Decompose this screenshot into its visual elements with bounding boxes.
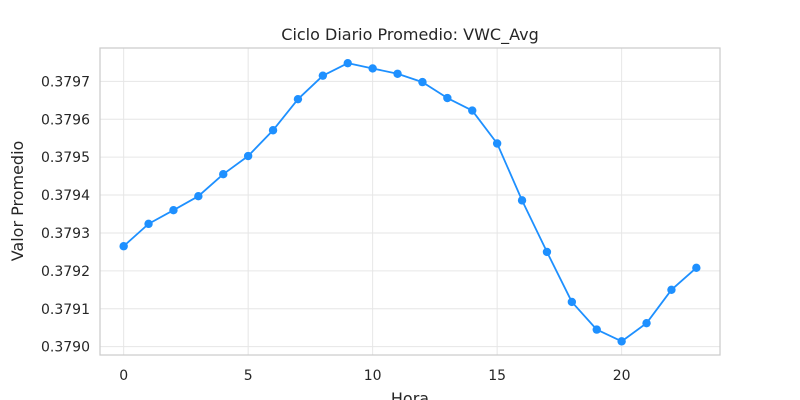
x-tick-label: 5: [244, 368, 253, 384]
data-point: [368, 64, 377, 73]
data-point: [343, 58, 352, 68]
data-point: [542, 247, 552, 257]
series: [119, 58, 701, 346]
x-tick-label: 10: [364, 368, 382, 384]
data-point: [293, 94, 303, 104]
data-point: [492, 139, 502, 148]
data-point: [592, 325, 601, 334]
data-point: [617, 337, 626, 346]
data-point: [667, 285, 676, 295]
data-point: [692, 263, 701, 273]
axis-ticks: 0 5 10 15 20 0.3790 0.3791 0.3792 0.3793 0.3794 0.…: [41, 74, 631, 384]
y-tick-label: 0.3793: [41, 226, 90, 242]
plot-frame: [99, 47, 721, 356]
y-tick-label: 0.3790: [41, 340, 90, 356]
grid: [100, 48, 720, 355]
data-point: [318, 71, 328, 80]
y-tick-label: 0.3792: [41, 264, 90, 280]
data-point: [119, 242, 128, 251]
data-point: [443, 93, 452, 103]
x-tick-label: 0: [119, 368, 128, 384]
data-point: [393, 69, 402, 78]
data-point: [418, 77, 427, 87]
data-point: [219, 170, 228, 179]
y-tick-label: 0.3797: [41, 74, 90, 90]
y-tick-label: 0.3791: [41, 302, 90, 318]
data-point: [468, 106, 477, 115]
data-point: [243, 151, 253, 161]
data-point: [642, 318, 651, 328]
chart-title: Ciclo Diario Promedio: VWC_Avg: [281, 25, 538, 45]
x-tick-label: 15: [488, 368, 506, 384]
x-axis-label: Hora: [391, 389, 429, 400]
data-point: [567, 297, 577, 307]
y-tick-label: 0.3795: [41, 150, 90, 166]
data-point: [268, 126, 278, 135]
y-tick-label: 0.3796: [41, 112, 90, 128]
data-point: [144, 219, 153, 229]
data-point: [517, 196, 527, 205]
data-point: [194, 191, 203, 201]
y-axis-label: Valor Promedio: [8, 141, 27, 262]
y-tick-label: 0.3794: [41, 188, 90, 204]
series-line: [123, 62, 697, 343]
x-tick-label: 20: [613, 368, 631, 384]
data-point: [169, 206, 178, 215]
